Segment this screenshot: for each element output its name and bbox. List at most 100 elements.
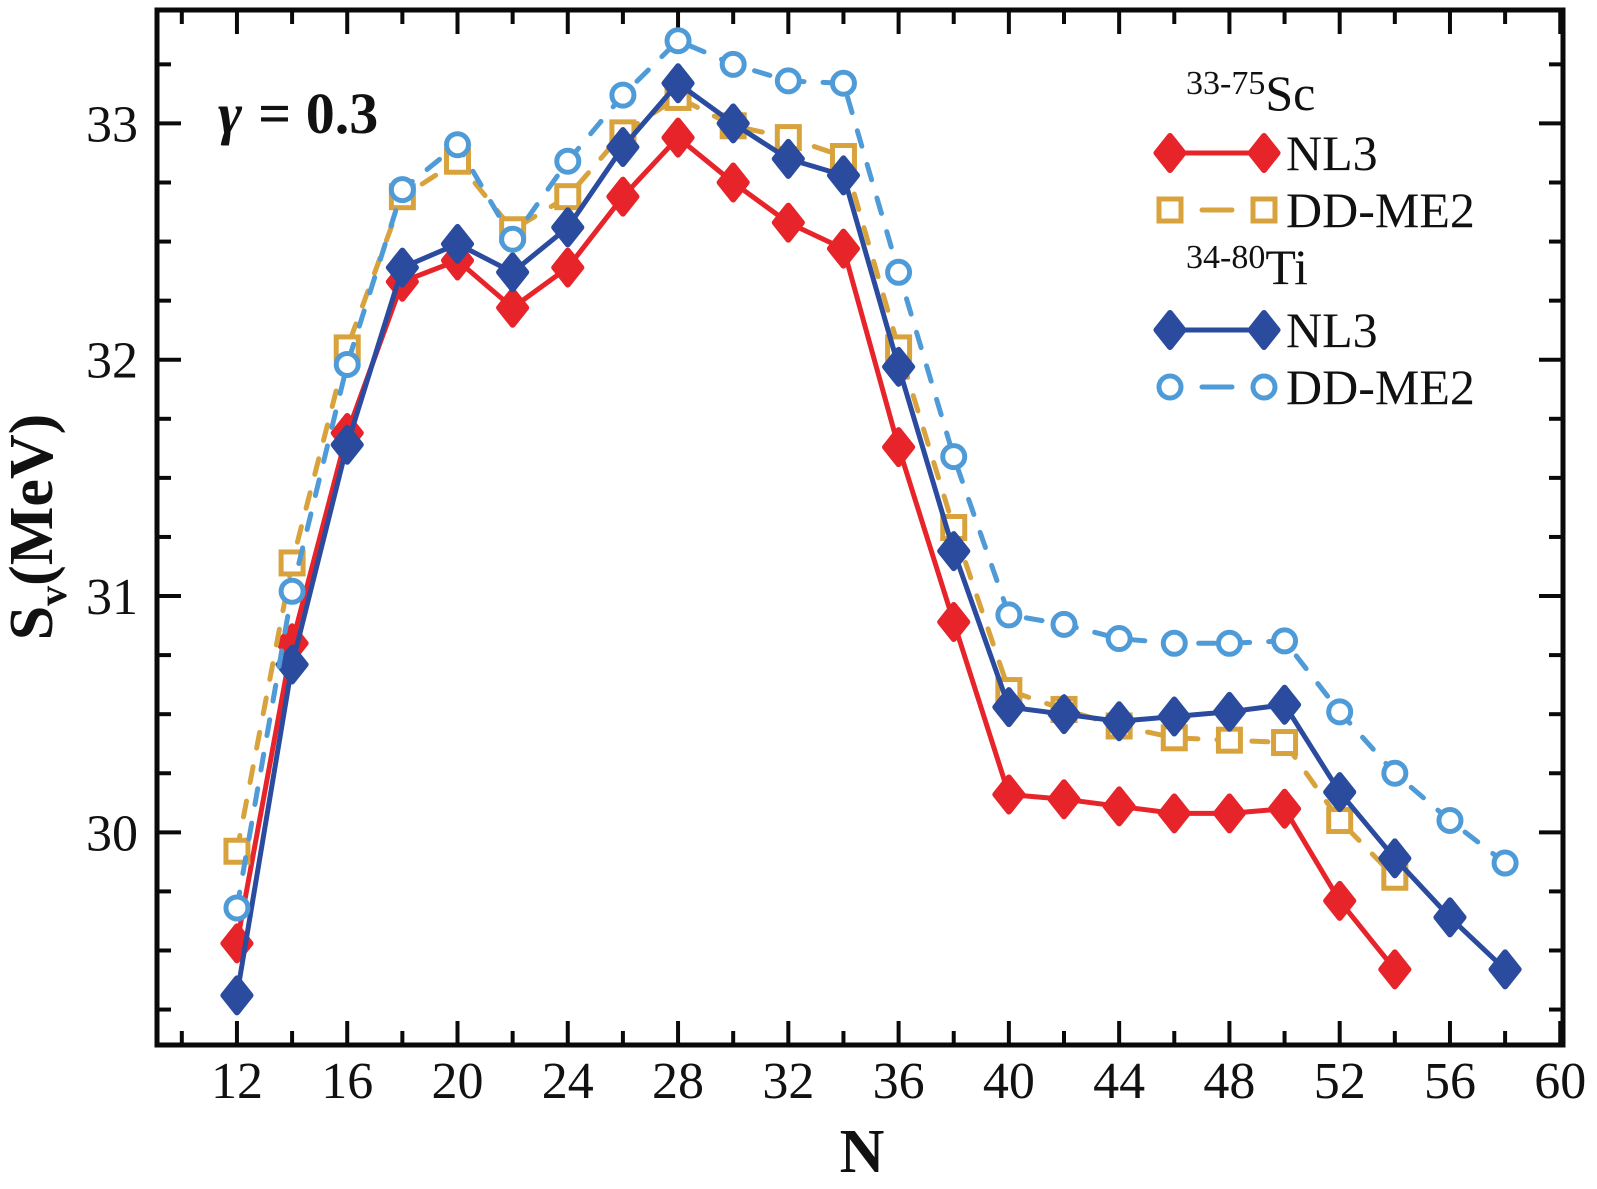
- legend-isotope-element: Ti: [1265, 239, 1308, 295]
- legend-isotope-superscript: 33-75: [1186, 65, 1265, 102]
- open-circle-marker: [1381, 759, 1409, 787]
- diamond-marker: [275, 644, 309, 685]
- open-circle-marker: [940, 443, 968, 471]
- legend-item-label: DD-ME2: [1286, 359, 1475, 415]
- open-circle-marker: [333, 350, 361, 378]
- diamond-marker: [1153, 133, 1187, 173]
- legend-isotope-superscript: 34-80: [1186, 239, 1265, 276]
- open-circle-marker: [719, 50, 747, 78]
- diamond-marker: [1212, 793, 1246, 834]
- diamond-marker: [606, 176, 640, 217]
- open-circle-marker: [1156, 373, 1184, 401]
- diamond-marker: [826, 228, 860, 269]
- diamond-marker: [1047, 779, 1081, 820]
- open-square-marker: [554, 183, 582, 211]
- open-circle-marker: [1105, 625, 1133, 653]
- gamma-value: = 0.3: [258, 81, 378, 146]
- diamond-marker: [1323, 772, 1357, 813]
- diamond-marker: [661, 117, 695, 158]
- open-circle-marker: [443, 131, 471, 159]
- diamond-marker: [496, 287, 530, 328]
- y-tick-label: 30: [86, 805, 138, 862]
- open-circle-marker: [1250, 373, 1278, 401]
- diamond-marker: [1323, 880, 1357, 921]
- open-circle-marker: [1215, 629, 1243, 657]
- diamond-marker: [1247, 133, 1281, 173]
- diamond-marker: [551, 247, 585, 288]
- series-ti-nl3-markers: [220, 63, 1522, 1016]
- open-circle-marker: [774, 67, 802, 95]
- diamond-marker: [1247, 310, 1281, 350]
- open-circle-marker: [1326, 698, 1354, 726]
- diamond-marker: [992, 687, 1026, 728]
- diamond-marker: [937, 602, 971, 643]
- open-circle-marker: [609, 81, 637, 109]
- legend-item-label: DD-ME2: [1286, 182, 1475, 238]
- plot-frame: [154, 7, 1566, 1048]
- diamond-marker: [1378, 838, 1412, 879]
- y-axis-title-sub: v: [30, 586, 75, 606]
- open-circle-marker: [1160, 629, 1188, 657]
- x-axis-title: N: [840, 1118, 885, 1186]
- open-circle-marker: [499, 225, 527, 253]
- open-circle-marker: [223, 894, 251, 922]
- open-square-marker: [223, 837, 251, 865]
- gamma-symbol: γ: [218, 81, 243, 146]
- open-circle-marker: [1436, 807, 1464, 835]
- x-tick-label: 36: [873, 1053, 925, 1110]
- diamond-marker: [661, 63, 695, 104]
- diamond-marker: [716, 103, 750, 144]
- diamond-marker: [1268, 684, 1302, 725]
- y-tick-label: 31: [86, 569, 138, 626]
- open-circle-marker: [278, 577, 306, 605]
- diamond-marker: [771, 202, 805, 243]
- diamond-marker: [771, 138, 805, 179]
- x-tick-label: 20: [431, 1053, 483, 1110]
- open-circle-marker: [885, 258, 913, 286]
- legend-title-sc: 33-75Sc: [1186, 65, 1315, 121]
- diamond-marker: [826, 155, 860, 196]
- diamond-marker: [551, 207, 585, 248]
- legend-item-sc-ddme2: DD-ME2: [1156, 182, 1475, 238]
- open-square-marker: [1250, 196, 1278, 224]
- x-tick-label: 52: [1314, 1053, 1366, 1110]
- diamond-marker: [992, 774, 1026, 815]
- open-square-marker: [1215, 726, 1243, 754]
- diamond-marker: [716, 162, 750, 203]
- open-circle-marker: [829, 69, 857, 97]
- x-tick-label: 28: [652, 1053, 704, 1110]
- series-ti-ddme2-markers: [223, 27, 1519, 922]
- series-ti-ddme2-line: [234, 38, 1508, 911]
- series-sc-ddme2-line: [234, 94, 1398, 880]
- open-circle-marker: [388, 176, 416, 204]
- series-sc-ddme2: [223, 83, 1409, 891]
- x-tick-label: 44: [1093, 1053, 1145, 1110]
- legend-isotope-label: 34-80Ti: [1186, 239, 1308, 295]
- open-circle-marker: [664, 27, 692, 55]
- diamond-marker: [496, 252, 530, 293]
- y-tick-label: 32: [86, 333, 138, 390]
- series-ti-ddme2: [223, 27, 1519, 922]
- x-tick-label: 16: [321, 1053, 373, 1110]
- open-circle-marker: [995, 601, 1023, 629]
- diamond-marker: [440, 223, 474, 264]
- series-sc-nl3-line: [234, 135, 1398, 972]
- open-square-marker: [1326, 807, 1354, 835]
- gamma-annotation: γ = 0.3: [218, 81, 378, 146]
- diamond-marker: [1102, 701, 1136, 742]
- diamond-marker: [220, 975, 254, 1016]
- x-tick-label: 12: [211, 1053, 263, 1110]
- open-circle-marker: [1491, 849, 1519, 877]
- legend-isotope-element: Sc: [1265, 65, 1315, 121]
- x-tick-label: 40: [983, 1053, 1035, 1110]
- y-axis-title-main: S: [0, 606, 66, 640]
- diamond-marker: [1378, 949, 1412, 990]
- diamond-marker: [385, 247, 419, 288]
- diamond-marker: [606, 127, 640, 168]
- y-tick-label: 33: [86, 96, 138, 153]
- diamond-marker: [1488, 949, 1522, 990]
- diamond-marker: [882, 427, 916, 468]
